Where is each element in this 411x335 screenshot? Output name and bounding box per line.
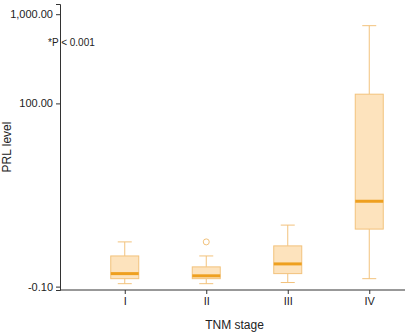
- y-tick-label: 1,000.00: [10, 8, 53, 20]
- x-tick-mark: [125, 290, 126, 294]
- lower-whisker: [369, 229, 370, 279]
- upper-cap: [281, 225, 295, 226]
- lower-whisker: [124, 279, 125, 284]
- box: [192, 267, 220, 279]
- upper-whisker: [124, 242, 125, 256]
- box: [111, 256, 139, 279]
- x-tick-label: III: [284, 295, 293, 307]
- y-tick-label: -0.10: [28, 281, 53, 293]
- upper-whisker: [287, 225, 288, 246]
- lower-cap: [118, 283, 132, 284]
- y-tick: 1,000.00: [10, 8, 60, 20]
- y-tick-mark: [56, 103, 60, 104]
- x-tick-label: IV: [365, 295, 376, 307]
- x-tick: III: [284, 290, 293, 307]
- box-group: [192, 239, 220, 284]
- upper-cap: [199, 255, 213, 256]
- y-tick: 100.00: [19, 97, 60, 109]
- x-tick-label: II: [204, 295, 210, 307]
- y-tick: -0.10: [28, 281, 60, 293]
- outlier: [203, 239, 209, 245]
- y-tick-mark: [56, 287, 60, 288]
- lower-whisker: [287, 274, 288, 283]
- lower-whisker: [206, 279, 207, 284]
- box-group: [355, 26, 383, 279]
- box-group: [111, 242, 139, 284]
- y-tick-label: 100.00: [19, 97, 53, 109]
- box: [355, 94, 383, 229]
- x-tick-mark: [369, 290, 370, 294]
- median: [192, 274, 220, 277]
- lower-cap: [281, 282, 295, 283]
- box-group: [274, 225, 302, 282]
- lower-cap: [362, 278, 376, 279]
- upper-cap: [118, 241, 132, 242]
- x-axis: IIIIIIIV: [60, 290, 405, 307]
- x-axis-title: TNM stage: [205, 318, 264, 332]
- y-tick-mark: [56, 14, 60, 15]
- upper-whisker: [369, 26, 370, 95]
- x-tick-mark: [288, 290, 289, 294]
- chart: -0.10100.001,000.00IIIIIIIV*P < 0.001TNM…: [0, 0, 411, 335]
- x-tick: II: [204, 290, 210, 307]
- lower-cap: [199, 283, 213, 284]
- upper-cap: [362, 25, 376, 26]
- plot-area: [111, 26, 384, 284]
- x-tick: I: [124, 290, 127, 307]
- box: [274, 246, 302, 274]
- median: [274, 262, 302, 265]
- x-tick-label: I: [124, 295, 127, 307]
- median: [111, 272, 139, 275]
- upper-whisker: [206, 256, 207, 267]
- y-axis-title: PRL level: [0, 122, 14, 173]
- x-tick-mark: [206, 290, 207, 294]
- x-tick: IV: [365, 290, 376, 307]
- median: [355, 200, 383, 203]
- x-axis-line: [60, 290, 405, 291]
- annotation: *P < 0.001: [48, 37, 95, 48]
